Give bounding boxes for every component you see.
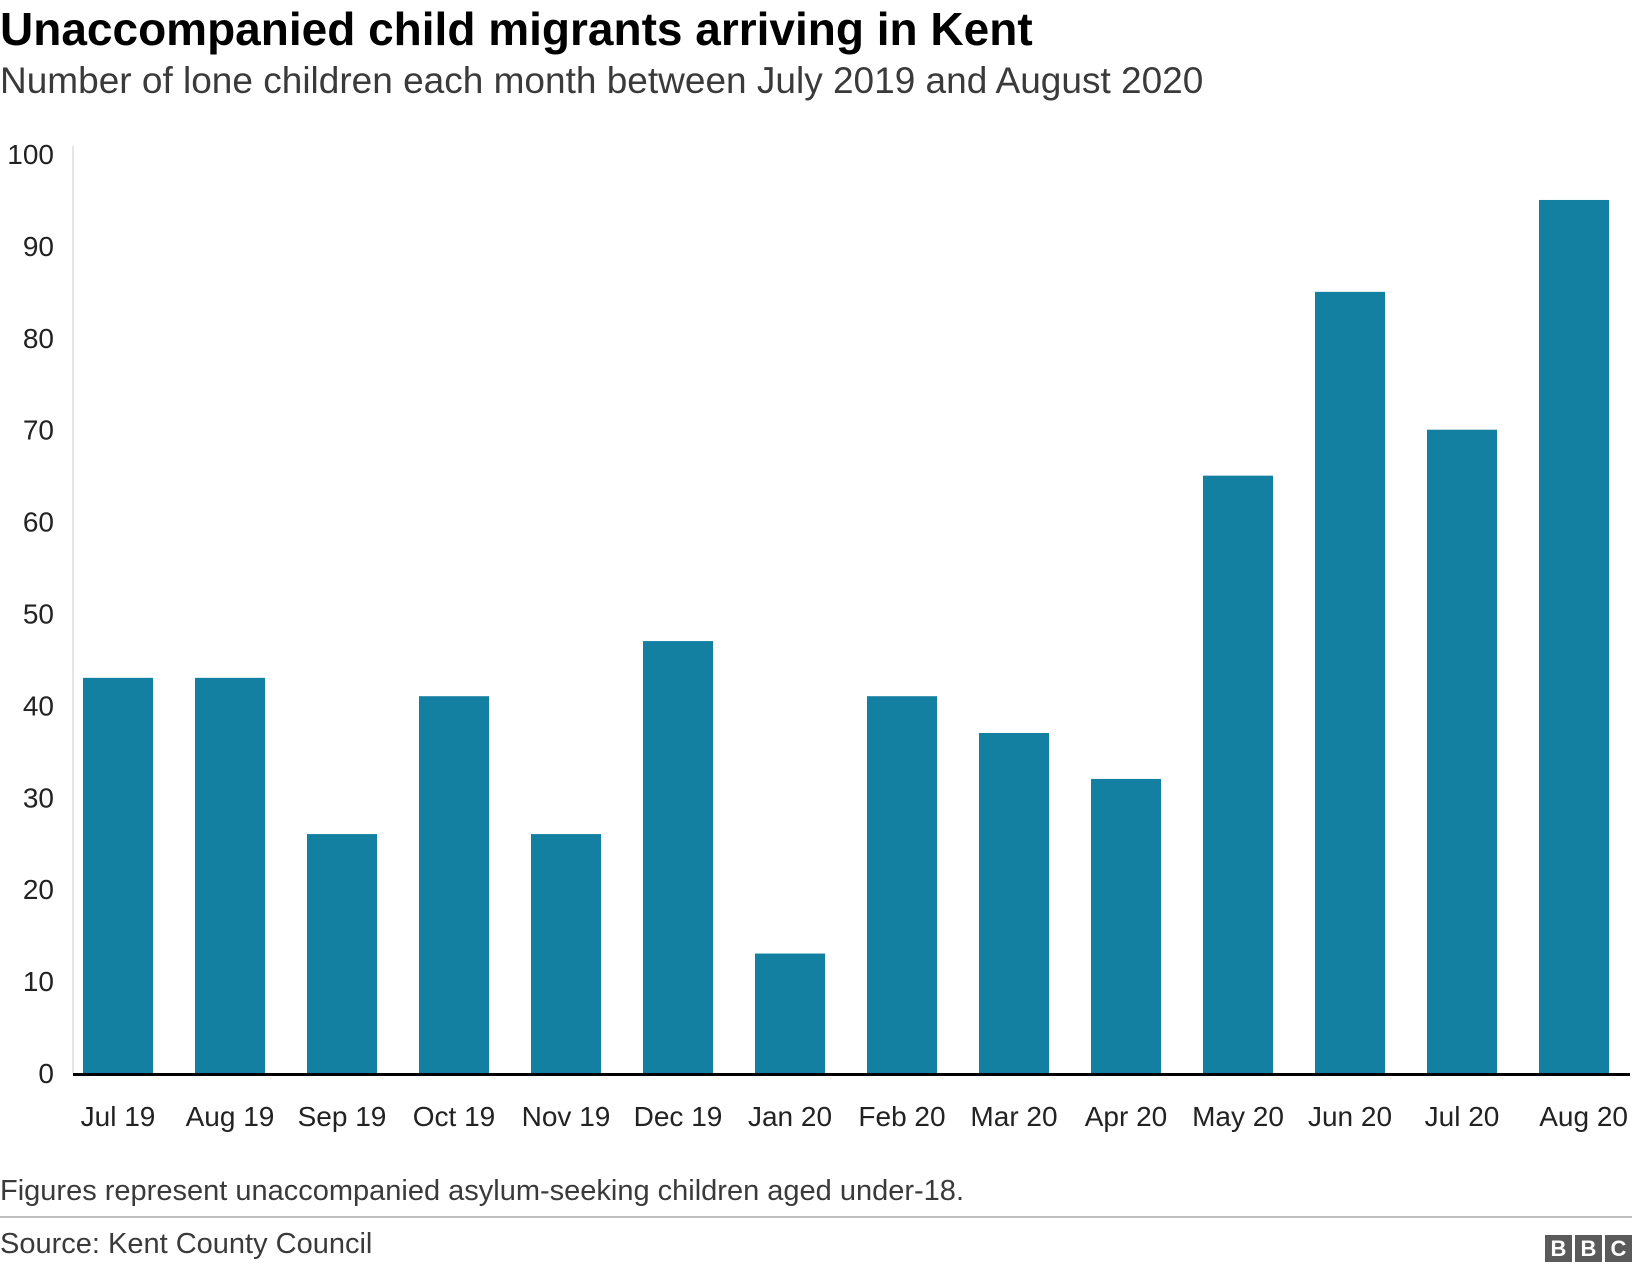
bar-0 bbox=[83, 677, 153, 1073]
bar-1 bbox=[195, 677, 265, 1073]
bar-7 bbox=[867, 696, 937, 1073]
bars bbox=[83, 199, 1609, 1074]
chart-subtitle: Number of lone children each month betwe… bbox=[0, 60, 1204, 101]
logo-letter-c: C bbox=[1605, 1235, 1632, 1262]
bar-9 bbox=[1091, 778, 1161, 1073]
y-tick-label-1: 10 bbox=[23, 966, 54, 997]
bar-2 bbox=[307, 834, 377, 1073]
logo-letter-b1: B bbox=[1545, 1235, 1572, 1262]
bar-11 bbox=[1315, 291, 1385, 1074]
x-tick-label-8: Mar 20 bbox=[970, 1101, 1057, 1132]
footnote: Figures represent unaccompanied asylum-s… bbox=[0, 1175, 964, 1207]
y-tick-label-9: 90 bbox=[23, 231, 54, 262]
x-tick-label-2: Sep 19 bbox=[298, 1101, 387, 1132]
x-tick-label-6: Jan 20 bbox=[748, 1101, 832, 1132]
x-tick-label-4: Nov 19 bbox=[522, 1101, 611, 1132]
x-axis-ticks: Jul 19 Aug 19 Sep 19 Oct 19 Nov 19 Dec 19 Jan … bbox=[81, 1101, 1628, 1132]
bar-4 bbox=[531, 834, 601, 1073]
logo-letter-b2: B bbox=[1575, 1235, 1602, 1262]
footer-divider bbox=[0, 1216, 1632, 1218]
bar-6 bbox=[755, 953, 825, 1073]
source-text: Source: Kent County Council bbox=[0, 1228, 373, 1260]
y-tick-label-6: 60 bbox=[23, 507, 54, 538]
x-tick-label-1: Aug 19 bbox=[186, 1101, 275, 1132]
x-tick-label-0: Jul 19 bbox=[81, 1101, 156, 1132]
y-tick-label-3: 30 bbox=[23, 782, 54, 813]
bar-chart: 0 10 20 30 40 50 60 70 80 90 100 Jul 19 Aug 19 Sep 1… bbox=[7, 139, 1630, 1132]
x-tick-label-12: Jul 20 bbox=[1425, 1101, 1500, 1132]
y-axis-ticks: 0 10 20 30 40 50 60 70 80 90 100 bbox=[7, 139, 54, 1089]
x-tick-label-9: Apr 20 bbox=[1085, 1101, 1168, 1132]
y-tick-label-8: 80 bbox=[23, 323, 54, 354]
x-tick-label-5: Dec 19 bbox=[634, 1101, 723, 1132]
bar-10 bbox=[1203, 475, 1273, 1073]
x-tick-label-10: May 20 bbox=[1192, 1101, 1284, 1132]
y-tick-label-2: 20 bbox=[23, 874, 54, 905]
y-tick-label-0: 0 bbox=[38, 1058, 54, 1089]
bbc-logo: B B C bbox=[1545, 1235, 1632, 1262]
bar-5 bbox=[643, 641, 713, 1073]
chart-title: Unaccompanied child migrants arriving in… bbox=[0, 3, 1033, 55]
y-tick-label-4: 40 bbox=[23, 690, 54, 721]
y-tick-label-10: 100 bbox=[7, 139, 54, 170]
bar-8 bbox=[979, 732, 1049, 1073]
y-tick-label-5: 50 bbox=[23, 599, 54, 630]
x-tick-label-3: Oct 19 bbox=[413, 1101, 495, 1132]
bar-12 bbox=[1427, 429, 1497, 1073]
x-tick-label-11: Jun 20 bbox=[1308, 1101, 1392, 1132]
bar-3 bbox=[419, 696, 489, 1073]
x-tick-label-7: Feb 20 bbox=[858, 1101, 945, 1132]
y-tick-label-7: 70 bbox=[23, 415, 54, 446]
bar-13 bbox=[1539, 199, 1609, 1073]
x-tick-label-13: Aug 20 bbox=[1539, 1101, 1628, 1132]
